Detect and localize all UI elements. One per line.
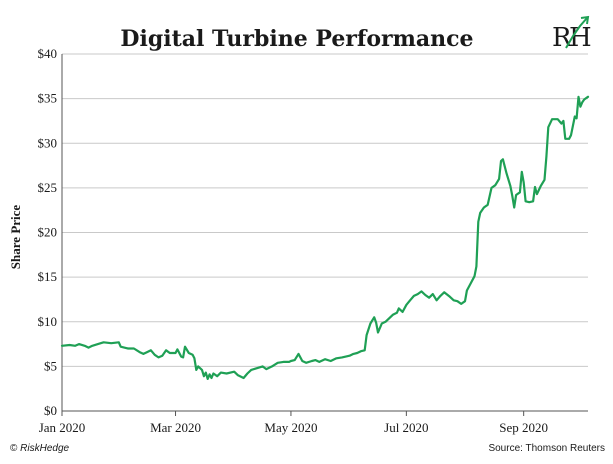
footer-brand: © RiskHedge: [10, 443, 70, 454]
y-axis-label: Share Price: [8, 205, 23, 270]
y-tick-label: $35: [38, 91, 58, 106]
y-axis-ticks: $0 $5 $10 $15 $20 $25 $30 $35 $40: [38, 46, 58, 418]
footer-source: Source: Thomson Reuters: [488, 443, 605, 454]
footer-brand-name: RiskHedge: [20, 443, 69, 454]
y-tick-label: $0: [44, 403, 57, 418]
y-tick-label: $5: [44, 358, 57, 373]
gridlines: [62, 53, 588, 367]
logo: R H: [552, 15, 592, 53]
logo-arrowhead-icon: [580, 15, 590, 25]
x-tick-label: Mar 2020: [150, 420, 201, 435]
y-tick-label: $25: [38, 180, 58, 195]
copyright-symbol: ©: [10, 443, 18, 454]
plot-area: [60, 95, 590, 380]
y-tick-label: $10: [38, 314, 58, 329]
y-tick-label: $15: [38, 269, 58, 284]
x-tick-label: Jan 2020: [39, 420, 86, 435]
y-tick-label: $30: [38, 135, 58, 150]
y-tick-label: $20: [38, 225, 58, 240]
x-tick-label: Jul 2020: [384, 420, 428, 435]
logo-letter-h: H: [569, 23, 592, 53]
x-tick-label: May 2020: [264, 420, 317, 435]
chart-title: Digital Turbine Performance: [120, 26, 473, 52]
series-line: [60, 95, 590, 380]
y-tick-label: $40: [38, 46, 58, 61]
logo-arrow-icon: [565, 17, 588, 49]
x-axis-ticks: Jan 2020 Mar 2020 May 2020 Jul 2020 Sep 2020: [39, 411, 548, 435]
x-tick-label: Sep 2020: [499, 420, 548, 435]
